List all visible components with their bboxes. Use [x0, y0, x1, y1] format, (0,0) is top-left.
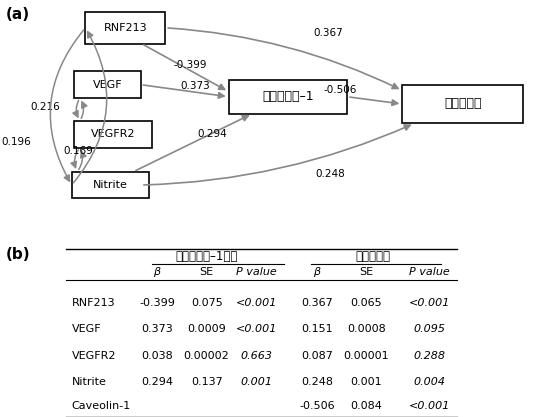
Text: VEGF: VEGF	[72, 324, 101, 334]
Text: RNF213: RNF213	[72, 298, 115, 308]
Text: 0.00001: 0.00001	[344, 351, 389, 361]
Text: β: β	[154, 267, 160, 277]
Text: P value: P value	[409, 267, 450, 277]
Text: -0.399: -0.399	[139, 298, 175, 308]
Text: 0.004: 0.004	[414, 377, 446, 387]
Text: β: β	[314, 267, 320, 277]
Text: <0.001: <0.001	[235, 298, 277, 308]
Text: (b): (b)	[6, 247, 30, 262]
Text: 0.288: 0.288	[414, 351, 446, 361]
Text: 0.248: 0.248	[316, 168, 345, 178]
Text: 0.001: 0.001	[350, 377, 382, 387]
Text: 0.084: 0.084	[350, 402, 382, 412]
Text: 0.294: 0.294	[197, 129, 227, 138]
Text: Nitrite: Nitrite	[93, 180, 128, 190]
Text: 0.367: 0.367	[301, 298, 333, 308]
Text: Caveolin-1: Caveolin-1	[72, 402, 131, 412]
Text: Nitrite: Nitrite	[72, 377, 106, 387]
Text: 0.663: 0.663	[240, 351, 272, 361]
Text: VEGFR2: VEGFR2	[72, 351, 116, 361]
Text: (a): (a)	[6, 7, 30, 22]
Text: 0.294: 0.294	[141, 377, 173, 387]
Text: 0.367: 0.367	[313, 28, 343, 38]
Text: <0.001: <0.001	[235, 324, 277, 334]
Text: 0.0009: 0.0009	[187, 324, 226, 334]
Text: 0.065: 0.065	[350, 298, 382, 308]
Text: 0.151: 0.151	[301, 324, 333, 334]
Text: 0.0008: 0.0008	[347, 324, 386, 334]
FancyBboxPatch shape	[85, 12, 165, 43]
Text: 0.001: 0.001	[240, 377, 272, 387]
Text: 0.137: 0.137	[191, 377, 223, 387]
Text: 0.075: 0.075	[191, 298, 223, 308]
Text: カベオリン–1水準: カベオリン–1水準	[175, 250, 238, 263]
Text: -0.506: -0.506	[299, 402, 334, 412]
Text: 0.00002: 0.00002	[183, 351, 230, 361]
FancyBboxPatch shape	[229, 80, 347, 114]
Text: 0.248: 0.248	[301, 377, 333, 387]
Text: 0.095: 0.095	[414, 324, 446, 334]
FancyBboxPatch shape	[72, 172, 149, 198]
Text: 0.038: 0.038	[141, 351, 173, 361]
Text: <0.001: <0.001	[409, 298, 451, 308]
Text: RNF213: RNF213	[104, 23, 147, 33]
Text: SE: SE	[199, 267, 214, 277]
Text: 0.169: 0.169	[63, 146, 93, 156]
FancyBboxPatch shape	[74, 121, 152, 148]
Text: SE: SE	[359, 267, 374, 277]
Text: カベオリン–1: カベオリン–1	[262, 90, 314, 103]
Text: 0.373: 0.373	[141, 324, 173, 334]
FancyBboxPatch shape	[402, 85, 523, 123]
Text: <0.001: <0.001	[409, 402, 451, 412]
Text: P value: P value	[236, 267, 277, 277]
Text: もやもや病: もやもや病	[356, 250, 391, 263]
Text: 0.216: 0.216	[30, 102, 60, 112]
Text: -0.506: -0.506	[324, 85, 357, 95]
Text: もやもや病: もやもや病	[444, 98, 482, 111]
Text: VEGFR2: VEGFR2	[91, 129, 135, 139]
Text: 0.196: 0.196	[2, 137, 31, 147]
FancyBboxPatch shape	[74, 71, 141, 98]
Text: 0.087: 0.087	[301, 351, 333, 361]
Text: VEGF: VEGF	[93, 80, 122, 90]
Text: -0.399: -0.399	[174, 60, 207, 70]
Text: 0.373: 0.373	[181, 81, 210, 91]
